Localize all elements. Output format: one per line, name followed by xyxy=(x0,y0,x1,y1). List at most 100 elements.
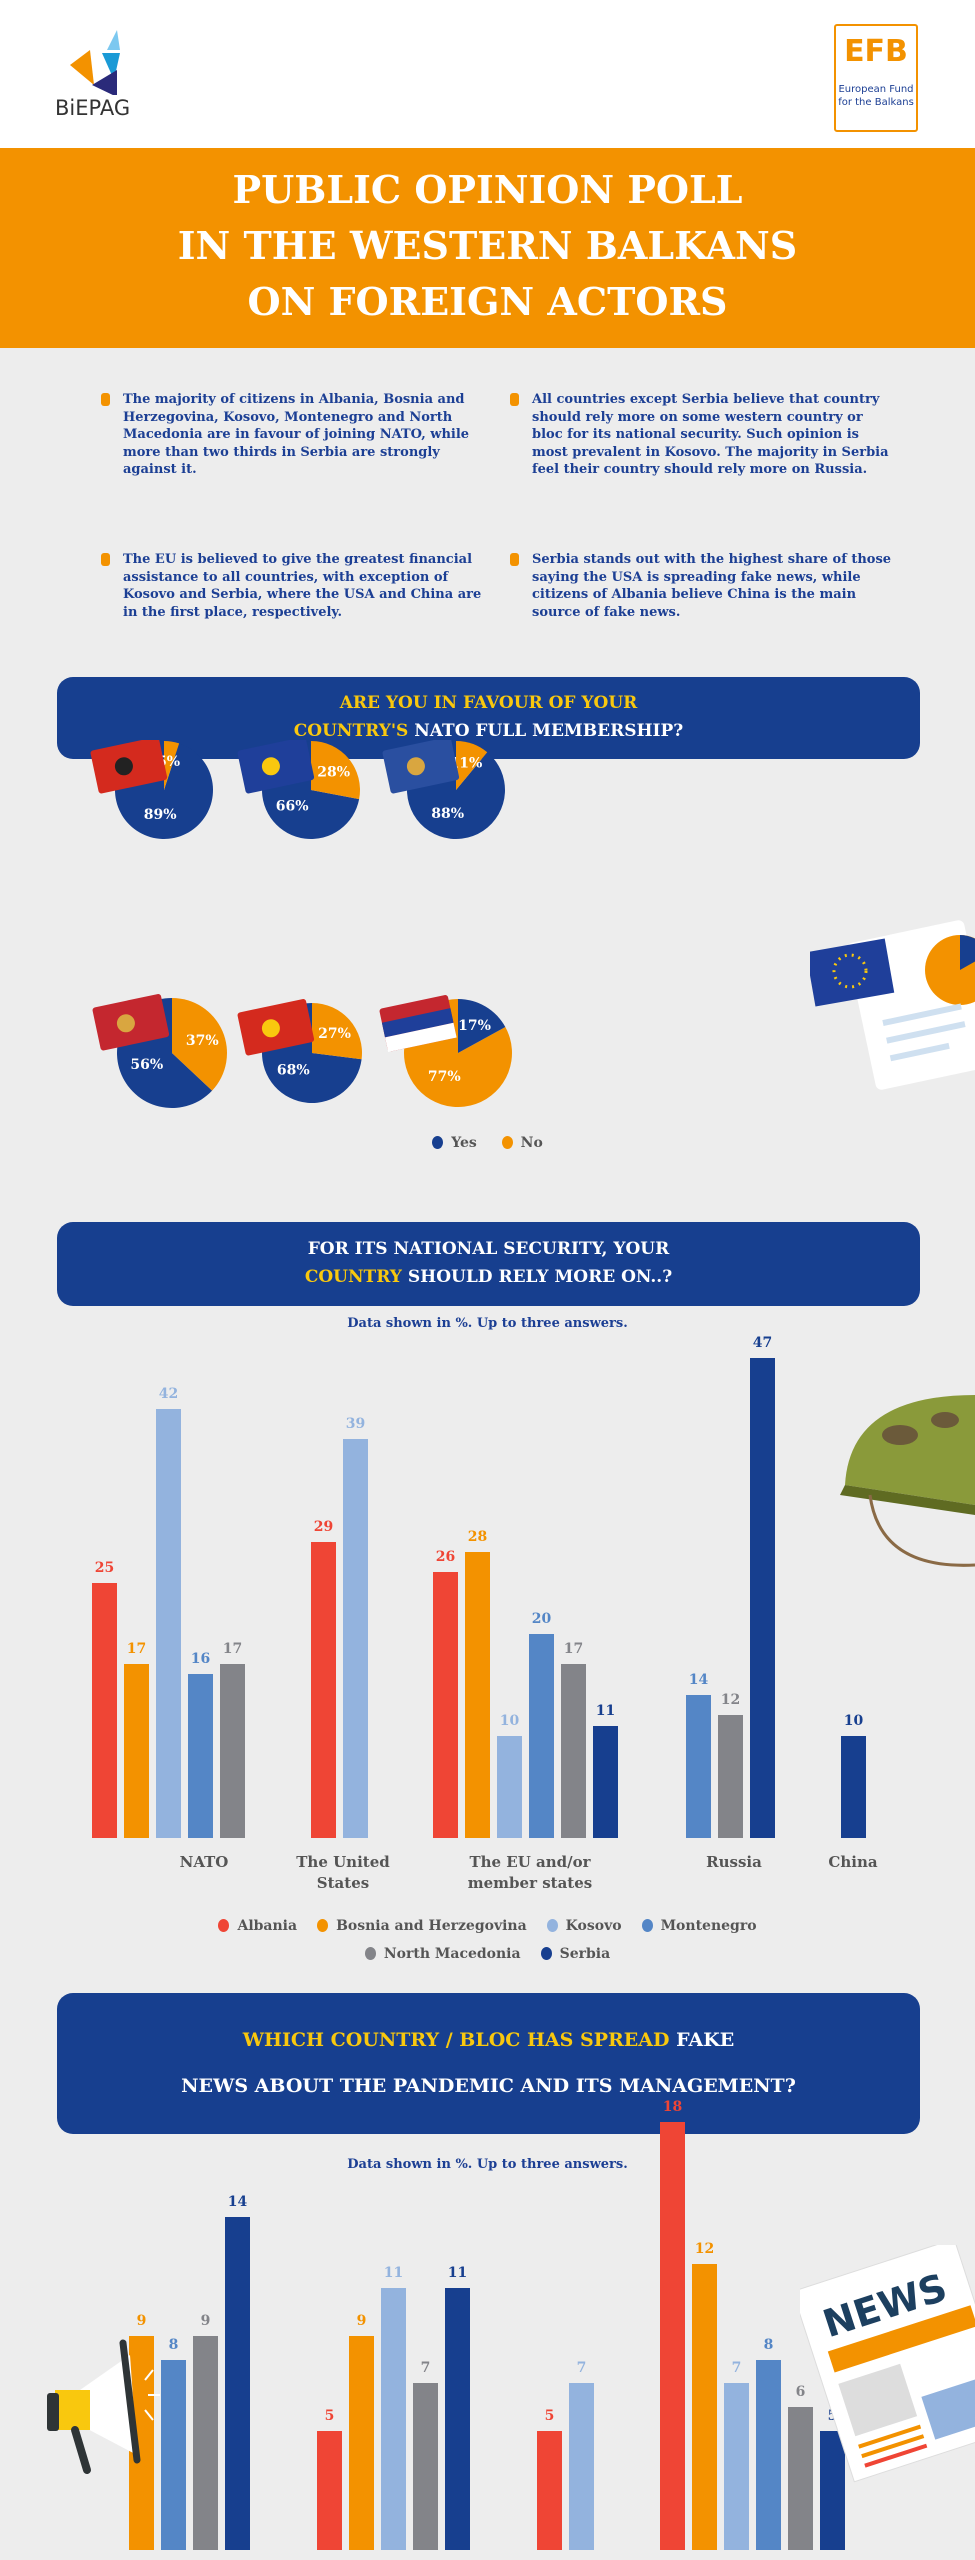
bar-value-label: 17 xyxy=(222,1641,243,1658)
montenegro-flag-icon xyxy=(92,994,170,1051)
fake-news-bar-north-macedonia xyxy=(413,2383,438,2550)
pie-label-yes: 17% xyxy=(458,1018,491,1034)
eu-document-illustration xyxy=(810,920,975,1090)
legend-item-montenegro: Montenegro xyxy=(641,1918,757,1934)
fake-news-bar-kosovo xyxy=(381,2288,406,2550)
pie-slice-yes xyxy=(458,999,506,1053)
fake-news-bar-albania xyxy=(537,2431,562,2550)
security-bar-kosovo xyxy=(497,1735,522,1838)
banner-line-1: ARE YOU IN FAVOUR OF YOUR xyxy=(339,693,638,713)
banner-line-1: FOR ITS NATIONAL SECURITY, YOUR xyxy=(307,1239,670,1259)
bar-value-label: 5 xyxy=(324,2408,335,2424)
series-legend: Albania Bosnia and Herzegovina Kosovo Monte… xyxy=(0,1918,975,1934)
pie-slice-no xyxy=(311,741,360,800)
pie-slice-no xyxy=(172,998,227,1091)
fake-news-bar-north-macedonia xyxy=(788,2407,813,2550)
legend-yes: Yes xyxy=(432,1135,477,1151)
legend-label: Bosnia and Herzegovina xyxy=(336,1918,527,1934)
legend-swatch xyxy=(317,1919,329,1932)
bar-value-label: 5 xyxy=(544,2408,555,2424)
security-bar-albania xyxy=(433,1572,458,1838)
security-bar-north-macedonia xyxy=(718,1715,743,1838)
security-bar-north-macedonia xyxy=(220,1664,245,1838)
pie-label-no: 28% xyxy=(317,764,350,780)
bar-value-label: 42 xyxy=(158,1385,179,1402)
pie-label-yes: 68% xyxy=(277,1063,310,1079)
security-bar-montenegro xyxy=(529,1633,554,1838)
fake-news-bar-albania xyxy=(317,2431,342,2550)
fake-news-bar-north-macedonia xyxy=(193,2335,218,2550)
pie-label-yes: 56% xyxy=(130,1057,163,1073)
legend-swatch xyxy=(546,1919,558,1932)
security-bar-bosnia-and-herzegovina xyxy=(465,1551,490,1838)
bar-value-label: 12 xyxy=(694,2241,715,2258)
fake-news-bar-serbia xyxy=(225,2216,250,2550)
pie-slice-no xyxy=(164,741,180,790)
legend-item-bosnia-and-herzegovina: Bosnia and Herzegovina xyxy=(317,1918,527,1934)
banner-highlight: COUNTRY'S xyxy=(293,721,409,741)
biepag-logo-text: BiEPAG xyxy=(55,96,131,120)
security-bar-montenegro xyxy=(686,1694,711,1838)
security-bar-albania xyxy=(92,1582,117,1838)
nato-question-banner: ARE YOU IN FAVOUR OF YOUR COUNTRY'S NATO… xyxy=(57,677,920,759)
header: BiEPAG EFB European Fund for the Balkans xyxy=(0,0,975,148)
fake-news-bar-kosovo xyxy=(724,2383,749,2550)
security-bar-kosovo xyxy=(156,1408,181,1838)
legend-label: North Macedonia xyxy=(383,1946,521,1962)
fake-news-bar-serbia xyxy=(445,2288,470,2550)
pie-legend: Yes No xyxy=(0,1135,975,1151)
legend-swatch xyxy=(540,1947,552,1960)
bar-value-label: 8 xyxy=(763,2336,774,2353)
banner-line-2: NATO FULL MEMBERSHIP? xyxy=(414,721,684,741)
biepag-logo-icon xyxy=(70,30,120,95)
security-bar-kosovo xyxy=(343,1439,368,1838)
category-label: NATO xyxy=(179,1853,229,1871)
bar-value-label: 17 xyxy=(126,1641,147,1658)
legend-swatch xyxy=(364,1947,376,1960)
serbia-flag-icon xyxy=(379,995,457,1053)
bosnia-flag-icon xyxy=(237,740,315,794)
bar-value-label: 12 xyxy=(720,1692,741,1709)
security-bar-bosnia-and-herzegovina xyxy=(124,1664,149,1838)
category-label: Russia xyxy=(706,1853,762,1871)
fake-news-bar-kosovo xyxy=(569,2383,594,2550)
security-bar-montenegro xyxy=(188,1674,213,1838)
chart-subtitle: Data shown in %. Up to three answers. xyxy=(347,2157,628,2172)
security-bar-north-macedonia xyxy=(561,1664,586,1838)
security-bar-serbia xyxy=(750,1357,775,1838)
title-line-1: PUBLIC OPINION POLL xyxy=(232,167,743,212)
nato-pie-charts: 5%89%28%66%11%88%37%56%27%68%17%77% xyxy=(90,740,512,1108)
security-bar-albania xyxy=(311,1541,336,1838)
legend-swatch xyxy=(218,1919,230,1932)
newspaper-illustration: NEWS xyxy=(800,2245,975,2483)
pie-label-no: 27% xyxy=(318,1026,351,1042)
fake-news-bar-montenegro xyxy=(756,2359,781,2550)
bar-value-label: 16 xyxy=(190,1651,211,1668)
efb-line1: European Fund xyxy=(838,84,914,95)
bar-value-label: 28 xyxy=(467,1528,488,1545)
pie-slice-no xyxy=(312,1003,363,1060)
bar-value-label: 17 xyxy=(563,1641,584,1658)
bar-value-label: 10 xyxy=(499,1712,520,1729)
key-finding: All countries except Serbia believe that… xyxy=(510,391,895,479)
fake-news-question-banner: WHICH COUNTRY / BLOC HAS SPREAD FAKE NEW… xyxy=(57,1993,920,2134)
legend-item-kosovo: Kosovo xyxy=(546,1918,622,1934)
pie-label-yes: 66% xyxy=(276,799,309,815)
banner-line-1: FAKE xyxy=(676,2029,735,2051)
security-bar-serbia xyxy=(593,1725,618,1838)
bar-value-label: 7 xyxy=(420,2360,431,2377)
bar-value-label: 11 xyxy=(383,2265,404,2282)
page-title: PUBLIC OPINION POLL IN THE WESTERN BALKA… xyxy=(0,148,975,348)
bar-value-label: 7 xyxy=(731,2360,742,2377)
banner-line-2: NEWS ABOUT THE PANDEMIC AND ITS MANAGEME… xyxy=(181,2075,796,2097)
bar-value-label: 14 xyxy=(688,1671,709,1688)
bar-value-label: 20 xyxy=(531,1610,552,1627)
bar-value-label: 9 xyxy=(200,2312,211,2329)
title-line-3: ON FOREIGN ACTORS xyxy=(247,279,728,324)
legend-swatch xyxy=(641,1919,653,1932)
megaphone-icon xyxy=(47,2339,160,2474)
chart-subtitle: Data shown in %. Up to three answers. xyxy=(347,1316,628,1331)
bar-value-label: 9 xyxy=(136,2312,147,2329)
